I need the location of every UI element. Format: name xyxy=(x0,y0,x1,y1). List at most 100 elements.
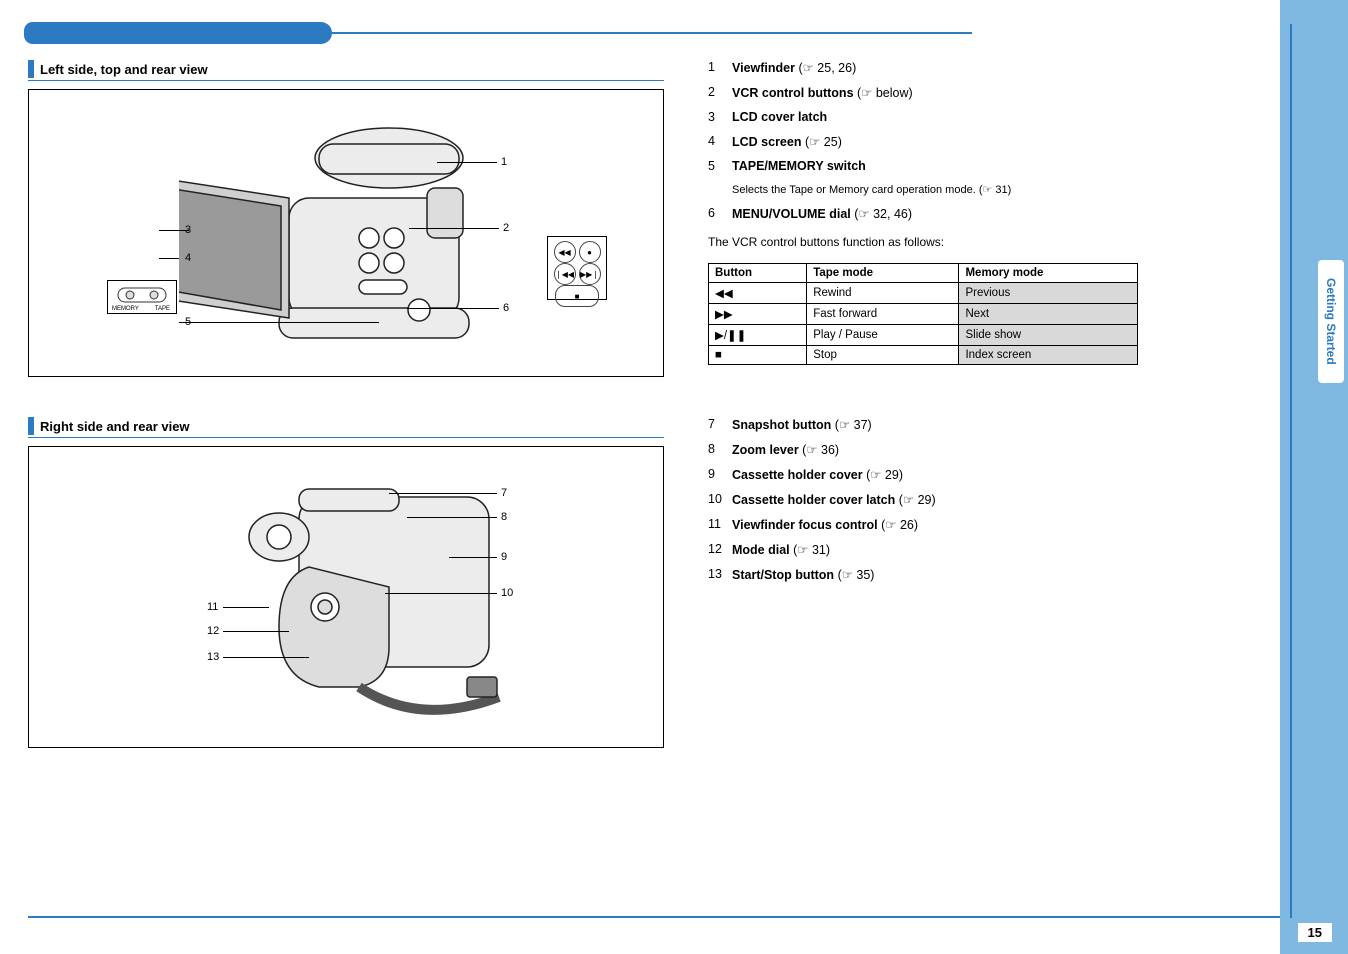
list-item: 8 Zoom lever (☞ 36) xyxy=(708,442,1218,457)
list-item: 3 LCD cover latch xyxy=(708,110,1218,124)
right-inner-line xyxy=(1290,24,1292,918)
th-tape: Tape mode xyxy=(807,264,959,283)
callout-5: 5 xyxy=(185,316,191,328)
vcr-controls-inset: ◀◀ ● ❘◀◀ ▶▶❘ ■ xyxy=(547,236,607,300)
li-ref: (☞ 36) xyxy=(802,443,839,457)
li-num: 3 xyxy=(708,110,726,124)
table-note: The VCR control buttons function as foll… xyxy=(708,235,1218,249)
top-header-bar xyxy=(24,22,332,44)
cell-tape: Rewind xyxy=(807,283,959,304)
li-num: 6 xyxy=(708,206,726,221)
list-item: 10Cassette holder cover latch (☞ 29) xyxy=(708,492,1218,507)
section-2-head: Right side and rear view xyxy=(28,417,664,438)
li-label: Viewfinder focus control xyxy=(732,518,878,532)
li-ref: (☞ 29) xyxy=(866,468,903,482)
li-label: Start/Stop button xyxy=(732,568,834,582)
tape-text: TAPE xyxy=(155,306,170,312)
li-label: LCD screen xyxy=(732,135,801,149)
callout-13: 13 xyxy=(207,651,219,663)
section-1-list: 1Viewfinder (☞ 25, 26) 2VCR control butt… xyxy=(708,60,1258,377)
list-item: 4 LCD screen (☞ 25) xyxy=(708,134,1218,149)
li-num: 12 xyxy=(708,542,726,557)
camcorder-left-svg xyxy=(179,108,479,368)
list-item: Selects the Tape or Memory card operatio… xyxy=(708,183,1218,196)
cell-mem: Previous xyxy=(959,283,1138,304)
li-ref: (☞ 32, 46) xyxy=(854,207,912,221)
cell-icon: ▶▶ xyxy=(709,304,807,325)
li-note: Selects the Tape or Memory card operatio… xyxy=(732,183,1011,196)
li-ref: (☞ 25) xyxy=(805,135,842,149)
li-label: Snapshot button xyxy=(732,418,831,432)
sidebar-tab: Getting Started xyxy=(1318,260,1344,383)
callout-2: 2 xyxy=(503,222,509,234)
li-num: 9 xyxy=(708,467,726,482)
bottom-line xyxy=(28,916,1280,918)
li-num: 10 xyxy=(708,492,726,507)
section-2: Right side and rear view xyxy=(28,417,1258,748)
table-row: ▶/❚❚ Play / Pause Slide show xyxy=(709,325,1138,346)
th-memory: Memory mode xyxy=(959,264,1138,283)
ctrl-rec-icon: ● xyxy=(579,241,601,263)
callout-11: 11 xyxy=(207,601,218,613)
li-num: 8 xyxy=(708,442,726,457)
ctrl-rw-icon: ◀◀ xyxy=(554,241,576,263)
li-num: 13 xyxy=(708,567,726,582)
callout-9: 9 xyxy=(501,551,507,563)
cell-tape: Stop xyxy=(807,346,959,365)
cell-icon: ■ xyxy=(709,346,807,365)
cell-tape: Fast forward xyxy=(807,304,959,325)
memory-tape-inset: MEMORY TAPE xyxy=(107,280,177,314)
callout-12: 12 xyxy=(207,625,219,637)
li-num: 1 xyxy=(708,60,726,75)
li-ref: (☞ 31) xyxy=(793,543,830,557)
page-container: Left side, top and rear view xyxy=(28,60,1258,788)
callout-6: 6 xyxy=(503,302,509,314)
li-ref: (☞ 26) xyxy=(881,518,918,532)
callout-1: 1 xyxy=(501,156,507,168)
cell-mem: Next xyxy=(959,304,1138,325)
li-label: VCR control buttons xyxy=(732,86,854,100)
section-1-title: Left side, top and rear view xyxy=(40,62,208,77)
cell-mem: Index screen xyxy=(959,346,1138,365)
callout-8: 8 xyxy=(501,511,507,523)
table-row: ■ Stop Index screen xyxy=(709,346,1138,365)
cell-icon: ▶/❚❚ xyxy=(709,325,807,346)
section-1-head: Left side, top and rear view xyxy=(28,60,664,81)
head-bar-icon xyxy=(28,60,34,78)
page-number: 15 xyxy=(1298,923,1332,942)
li-num: 5 xyxy=(708,159,726,173)
cell-icon: ◀◀ xyxy=(709,283,807,304)
list-item: 11 Viewfinder focus control (☞ 26) xyxy=(708,517,1218,532)
callout-4: 4 xyxy=(185,252,191,264)
li-num: 4 xyxy=(708,134,726,149)
vcr-button-table: Button Tape mode Memory mode ◀◀ Rewind P… xyxy=(708,263,1138,365)
callout-10: 10 xyxy=(501,587,513,599)
li-ref: (☞ below) xyxy=(857,86,913,100)
li-label: MENU/VOLUME dial xyxy=(732,207,851,221)
list-item: 13 Start/Stop button (☞ 35) xyxy=(708,567,1218,582)
li-label: LCD cover latch xyxy=(732,110,827,124)
list-item: 9 Cassette holder cover (☞ 29) xyxy=(708,467,1218,482)
li-num: 11 xyxy=(708,517,726,532)
table-row: ◀◀ Rewind Previous xyxy=(709,283,1138,304)
li-ref: (☞ 35) xyxy=(838,568,875,582)
list-item: 7 Snapshot button (☞ 37) xyxy=(708,417,1218,432)
section-2-title: Right side and rear view xyxy=(40,419,190,434)
ctrl-stop-icon: ■ xyxy=(555,285,599,307)
li-label: TAPE/MEMORY switch xyxy=(732,159,866,173)
th-button: Button xyxy=(709,264,807,283)
li-num: 2 xyxy=(708,85,726,100)
li-label: Cassette holder cover xyxy=(732,468,863,482)
memory-text: MEMORY xyxy=(112,306,139,312)
li-ref: (☞ 37) xyxy=(835,418,872,432)
li-ref: (☞ 25, 26) xyxy=(798,61,856,75)
list-item: 12Mode dial (☞ 31) xyxy=(708,542,1218,557)
callout-3: 3 xyxy=(185,224,191,236)
callout-7: 7 xyxy=(501,487,507,499)
camcorder-right-svg xyxy=(199,467,519,737)
table-row: ▶▶ Fast forward Next xyxy=(709,304,1138,325)
li-label: Cassette holder cover latch xyxy=(732,493,895,507)
li-num: 7 xyxy=(708,417,726,432)
list-item: 2 VCR control buttons (☞ below) xyxy=(708,85,1218,100)
li-label: Zoom lever xyxy=(732,443,799,457)
